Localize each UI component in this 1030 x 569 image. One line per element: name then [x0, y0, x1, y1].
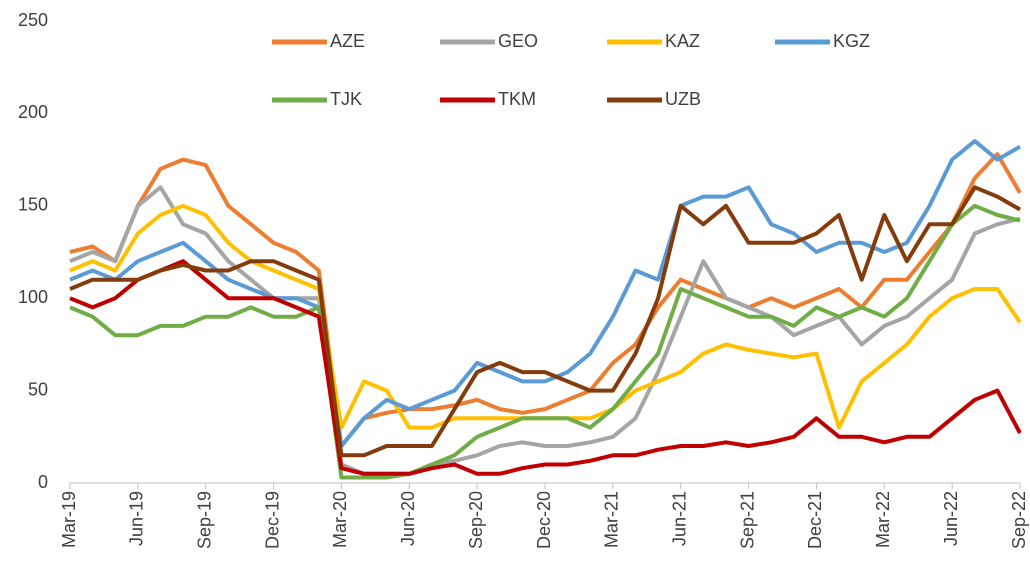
- y-tick-label: 0: [38, 472, 48, 492]
- x-tick-label: Mar-22: [873, 491, 893, 548]
- legend-label: KAZ: [665, 31, 700, 51]
- x-tick-label: Mar-21: [602, 491, 622, 548]
- x-tick-label: Sep-20: [466, 491, 486, 549]
- legend-label: GEO: [498, 31, 538, 51]
- y-tick-label: 100: [18, 287, 48, 307]
- y-tick-label: 150: [18, 195, 48, 215]
- legend-label: AZE: [330, 31, 365, 51]
- series-line: [69, 152, 1022, 448]
- x-tick-label: Dec-21: [805, 491, 825, 549]
- series-line: [69, 185, 1021, 476]
- x-tick-label: Jun-20: [398, 491, 418, 546]
- y-tick-label: 200: [18, 102, 48, 122]
- x-tick-label: Mar-20: [330, 491, 350, 548]
- x-tick-label: Jun-21: [669, 491, 689, 546]
- x-tick-label: Mar-19: [59, 491, 79, 548]
- x-tick-label: Dec-19: [262, 491, 282, 549]
- x-tick-label: Jun-22: [941, 491, 961, 546]
- series-line: [69, 185, 1021, 458]
- legend-label: TJK: [330, 89, 362, 109]
- series-line: [69, 203, 1021, 480]
- legend-label: KGZ: [833, 31, 870, 51]
- legend-label: UZB: [665, 89, 701, 109]
- x-tick-label: Sep-22: [1009, 491, 1029, 549]
- series-line: [69, 259, 1022, 476]
- y-tick-label: 50: [28, 379, 48, 399]
- y-tick-label: 250: [18, 10, 48, 30]
- x-tick-label: Dec-20: [534, 491, 554, 549]
- legend-label: TKM: [498, 89, 536, 109]
- x-tick-label: Sep-21: [737, 491, 757, 549]
- series-line: [69, 139, 1021, 448]
- x-tick-label: Jun-19: [127, 491, 147, 546]
- x-tick-label: Sep-19: [194, 491, 214, 549]
